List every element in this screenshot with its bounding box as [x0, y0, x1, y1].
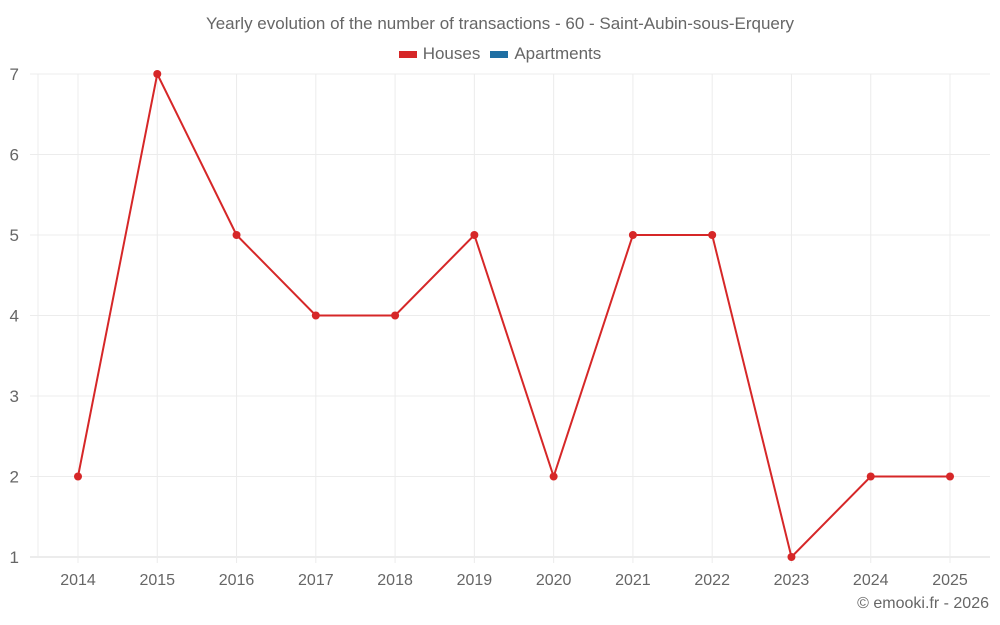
x-tick-label: 2023 [774, 572, 810, 589]
y-tick-label: 2 [10, 468, 19, 487]
apartments-swatch-icon [490, 50, 509, 58]
data-point [74, 472, 82, 481]
x-tick-label: 2015 [139, 572, 175, 589]
legend: Houses Apartments [0, 44, 1000, 64]
data-point [391, 311, 400, 320]
data-point [866, 472, 875, 481]
y-tick-label: 6 [10, 146, 19, 165]
chart-title: Yearly evolution of the number of transa… [205, 14, 795, 33]
x-tick-label: 2022 [694, 572, 730, 589]
data-point [153, 70, 162, 78]
y-tick-label: 5 [10, 226, 19, 245]
data-point [470, 231, 479, 239]
x-tick-label: 2019 [457, 572, 493, 589]
data-point [708, 231, 717, 239]
y-tick-label: 3 [10, 387, 19, 406]
credit-text: © emooki.fr - 2026 [857, 595, 989, 612]
data-point [311, 311, 320, 320]
data-point [946, 472, 954, 481]
legend-item-apartments[interactable]: Apartments [490, 44, 601, 64]
x-tick-label: 2017 [298, 572, 334, 589]
y-tick-label: 4 [10, 307, 19, 326]
legend-item-houses[interactable]: Houses [398, 44, 481, 64]
x-tick-label: 2018 [377, 572, 413, 589]
data-point [787, 553, 796, 561]
houses-swatch-icon [398, 50, 417, 58]
data-point [628, 231, 637, 239]
data-point [549, 472, 558, 481]
data-point [232, 231, 241, 239]
x-tick-label: 2024 [853, 572, 889, 589]
x-tick-label: 2025 [932, 572, 968, 589]
y-tick-label: 1 [10, 548, 19, 567]
x-tick-label: 2021 [615, 572, 651, 589]
x-tick-label: 2014 [60, 572, 96, 589]
y-tick-label: 7 [10, 65, 19, 84]
series-line-houses [77, 70, 950, 559]
legend-label-houses: Houses [422, 44, 481, 63]
legend-label-apartments: Apartments [514, 44, 602, 63]
x-tick-label: 2016 [219, 572, 255, 589]
x-tick-label: 2020 [536, 572, 572, 589]
